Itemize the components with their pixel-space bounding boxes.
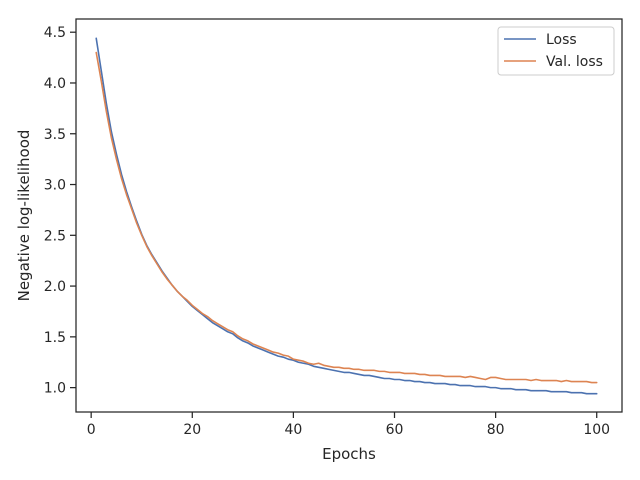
x-axis-label: Epochs xyxy=(322,445,376,463)
legend-label-loss: Loss xyxy=(546,32,577,48)
y-tick-label: 3.5 xyxy=(44,127,66,143)
y-tick-label: 2.5 xyxy=(44,228,66,244)
y-axis-label: Negative log-likelihood xyxy=(15,130,33,302)
y-tick-label: 3.0 xyxy=(44,178,66,194)
x-tick-label: 40 xyxy=(284,422,302,438)
y-tick-label: 4.5 xyxy=(44,25,66,41)
y-tick-label: 1.0 xyxy=(44,381,66,397)
plot-frame xyxy=(75,18,623,413)
x-tick-label: 20 xyxy=(183,422,201,438)
y-tick-label: 1.5 xyxy=(44,330,66,346)
series-line-val-loss xyxy=(95,51,598,384)
plot-area xyxy=(95,37,598,395)
x-tick-label: 60 xyxy=(386,422,404,438)
x-tick-label: 80 xyxy=(487,422,505,438)
legend-label-val-loss: Val. loss xyxy=(546,54,603,70)
x-tick-label: 100 xyxy=(583,422,610,438)
legend: Loss Val. loss xyxy=(497,26,615,76)
y-tick-label: 4.0 xyxy=(44,76,66,92)
y-tick-label: 2.0 xyxy=(44,279,66,295)
axes: 0 20 40 60 80 100 1.0 1.5 2.0 2.5 3.0 3.5 4.0 4.5 xyxy=(44,25,610,438)
x-tick-label: 0 xyxy=(87,422,96,438)
